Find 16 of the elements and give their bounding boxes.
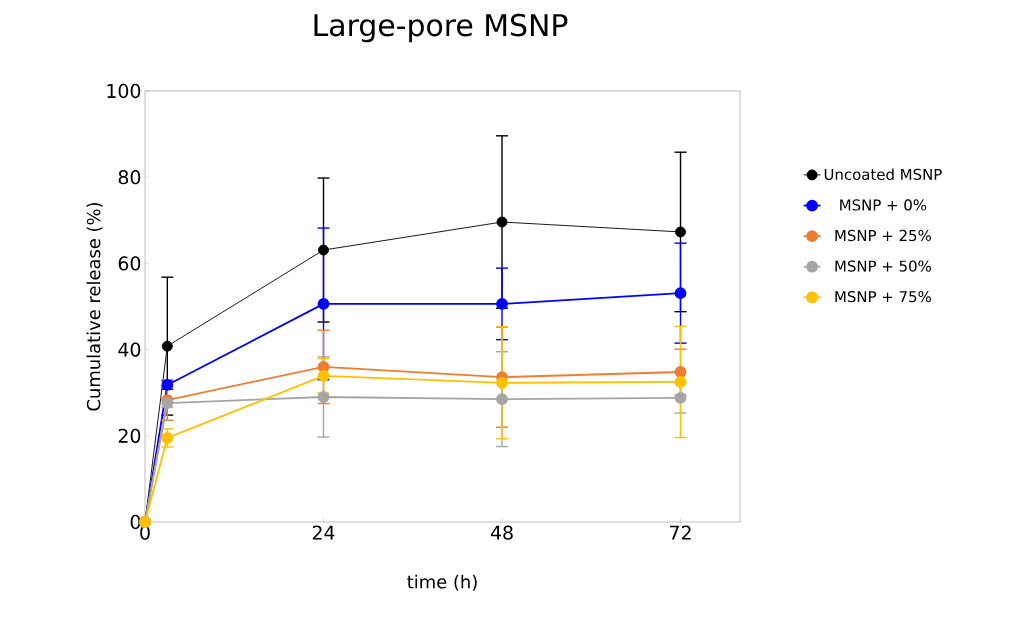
y-tick-label: 20 — [118, 428, 141, 443]
x-axis-title: time (h) — [407, 574, 477, 591]
legend-label: MSNP + 0% — [840, 199, 927, 211]
chart-title: Large-pore MSNP — [314, 13, 568, 43]
x-tick-label: 24 — [312, 525, 335, 540]
legend-label: Uncoated MSNP — [824, 168, 942, 181]
legend-label: MSNP + 75% — [835, 290, 931, 303]
y-tick-label: 60 — [118, 256, 141, 271]
legend-label: MSNP + 50% — [835, 260, 931, 272]
x-tick-label: 48 — [490, 525, 513, 540]
y-tick-label: 100 — [107, 83, 141, 99]
y-axis-title: Cumulative release (%) — [86, 202, 103, 411]
x-tick-label: 72 — [670, 525, 691, 540]
y-tick-label: 40 — [118, 342, 141, 357]
legend-label: MSNP + 25% — [835, 229, 931, 242]
y-tick-label: 80 — [118, 170, 141, 185]
